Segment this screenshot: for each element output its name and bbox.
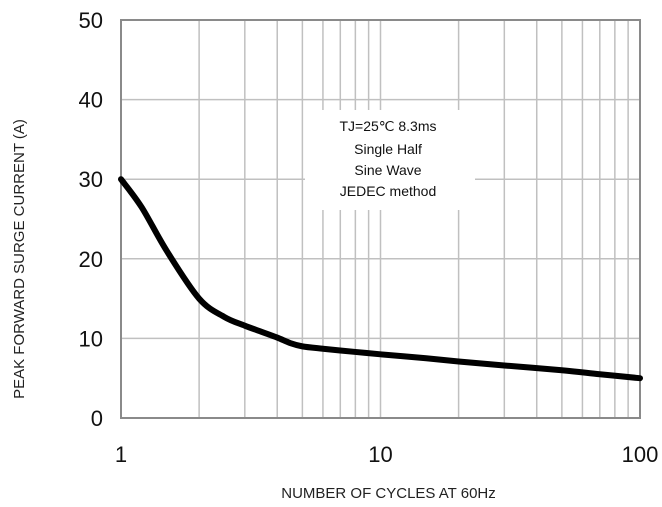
y-tick-label: 40 <box>79 88 103 113</box>
annotation-line-1: TJ=25℃ 8.3ms <box>339 118 436 134</box>
x-tick-label: 10 <box>368 442 392 467</box>
x-tick-label: 1 <box>115 442 127 467</box>
annotation: TJ=25℃ 8.3ms Single Half Sine Wave JEDEC… <box>305 110 475 210</box>
y-tick-label: 0 <box>91 406 103 431</box>
y-tick-label: 10 <box>79 326 103 351</box>
y-tick-label: 50 <box>79 8 103 33</box>
x-axis-title: NUMBER OF CYCLES AT 60Hz <box>281 485 496 502</box>
series-line <box>118 176 643 382</box>
annotation-background <box>305 110 475 210</box>
annotation-line-4: JEDEC method <box>340 183 436 199</box>
x-tick-labels: 1 10 100 <box>115 442 658 467</box>
grid <box>121 20 640 418</box>
y-axis-title: PEAK FORWARD SURGE CURRENT (A) <box>11 119 28 399</box>
plot-frame <box>120 19 641 419</box>
x-tick-label: 100 <box>622 442 659 467</box>
annotation-line-2: Single Half <box>354 141 422 157</box>
y-tick-labels: 0 10 20 30 40 50 <box>79 8 103 431</box>
y-tick-label: 30 <box>79 167 103 192</box>
series-group <box>118 176 643 382</box>
annotation-line-3: Sine Wave <box>354 162 421 178</box>
y-tick-label: 20 <box>79 247 103 272</box>
